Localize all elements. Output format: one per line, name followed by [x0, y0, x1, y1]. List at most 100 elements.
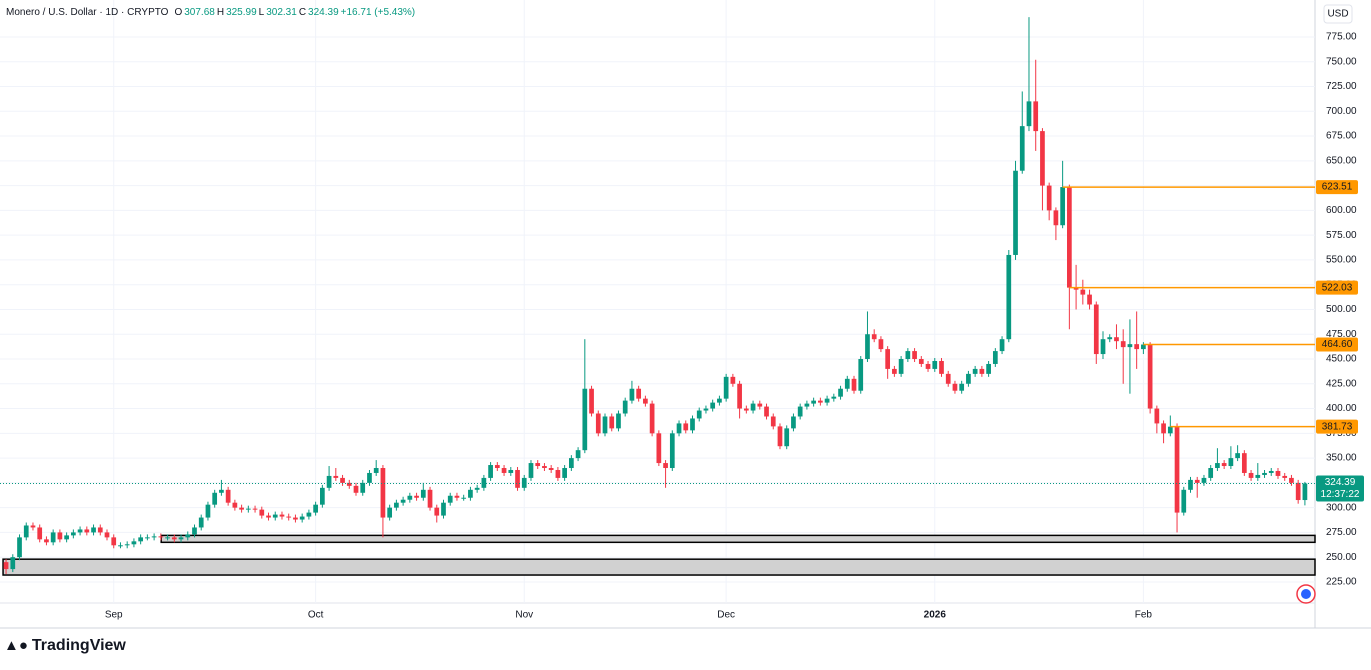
x-tick-label: 2026: [924, 610, 947, 621]
candle-body: [986, 363, 991, 374]
candle-body: [57, 532, 63, 540]
candle-body: [690, 418, 695, 431]
candle-body: [266, 515, 271, 518]
candle-body: [797, 406, 803, 417]
level-label-box: [1316, 280, 1358, 295]
currency-box[interactable]: [1323, 4, 1353, 24]
candle-body: [44, 539, 49, 543]
candle-body: [905, 351, 911, 360]
candle-body: [663, 463, 668, 469]
candle-body: [1201, 477, 1207, 483]
y-tick-label: 575.00: [1326, 230, 1357, 241]
legend-value: 325.99: [226, 7, 257, 18]
legend-key: O: [174, 7, 183, 18]
candle-body: [420, 489, 426, 498]
candle-body: [622, 400, 628, 414]
candle-body: [999, 339, 1005, 352]
y-tick-label: 600.00: [1326, 205, 1357, 216]
candle-body: [932, 360, 938, 369]
candle-body: [770, 416, 776, 427]
candle-body: [548, 468, 554, 470]
candle-body: [1154, 408, 1160, 424]
legend-key: C: [298, 7, 307, 18]
candle-body: [602, 416, 608, 434]
candle-body: [340, 477, 345, 483]
candle-body: [629, 388, 635, 401]
x-tick-label: Oct: [308, 610, 324, 621]
candle-body: [945, 373, 951, 384]
candle-body: [279, 514, 285, 517]
candle-body: [804, 403, 810, 407]
candle-body: [1147, 344, 1153, 409]
candle-body: [1120, 341, 1126, 348]
candle-body: [838, 388, 843, 397]
y-tick-label: 500.00: [1326, 304, 1357, 315]
candle-body: [468, 489, 473, 498]
candle-body: [791, 416, 796, 429]
candle-body: [104, 532, 110, 538]
y-tick-label: 450.00: [1326, 354, 1357, 365]
candle-body: [441, 502, 446, 516]
candle-body: [272, 514, 278, 518]
y-tick-label: 775.00: [1326, 32, 1357, 43]
background: [0, 0, 1371, 630]
candle-body: [555, 469, 561, 478]
candle-body: [824, 398, 830, 403]
y-tick-label: 300.00: [1326, 502, 1357, 513]
candle-body: [609, 416, 615, 429]
candle-body: [1235, 453, 1240, 459]
candle-body: [696, 410, 702, 419]
candle-body: [225, 489, 231, 503]
candle-body: [1174, 426, 1180, 513]
candle-body: [1006, 254, 1012, 340]
flag-icon-inner: [1301, 589, 1311, 599]
candle-body: [582, 388, 588, 451]
candle-body: [858, 359, 864, 391]
candle-body: [1282, 475, 1288, 478]
x-tick-label: Feb: [1135, 610, 1153, 621]
level-label: 464.60: [1322, 339, 1353, 350]
candle-body: [979, 368, 985, 374]
candle-body: [118, 545, 123, 547]
candle-body: [912, 351, 917, 360]
candle-body: [1295, 482, 1301, 501]
candle-body: [111, 537, 117, 546]
candle-body: [959, 383, 965, 391]
y-tick-label: 750.00: [1326, 56, 1357, 67]
candle-body: [212, 492, 218, 505]
candle-body: [239, 507, 244, 510]
y-tick-label: 550.00: [1326, 255, 1357, 266]
plot: [0, 0, 1316, 603]
candle-body: [138, 537, 144, 542]
brand[interactable]: ▲● TradingView: [4, 637, 126, 654]
candle-body: [360, 482, 366, 493]
candle-body: [501, 468, 507, 473]
y-tick-label: 725.00: [1326, 81, 1357, 92]
candle-body: [326, 475, 332, 488]
candle-body: [373, 468, 379, 473]
candle-body: [521, 477, 527, 488]
candle-body: [1262, 472, 1267, 475]
level-label-box: [1316, 180, 1358, 195]
candle-body: [703, 408, 709, 411]
last-price: 324.39: [1325, 477, 1356, 488]
candle-body: [259, 509, 265, 516]
legend-key: L: [258, 7, 265, 18]
candle-body: [64, 535, 69, 540]
candle-body: [851, 378, 857, 391]
candle-body: [535, 463, 541, 467]
candle-body: [1268, 470, 1274, 473]
candle-body: [844, 378, 850, 389]
x-tick-label: Dec: [717, 610, 735, 621]
candle-body: [1053, 210, 1059, 226]
level-label-box: [1316, 419, 1358, 434]
candle-body: [185, 534, 191, 538]
candle-body: [831, 396, 837, 399]
y-tick-label: 650.00: [1326, 155, 1357, 166]
candle-body: [434, 507, 440, 516]
legend-key: H: [216, 7, 225, 18]
candle-body: [333, 475, 339, 478]
candle-body: [454, 495, 460, 498]
candle-body: [649, 403, 655, 434]
